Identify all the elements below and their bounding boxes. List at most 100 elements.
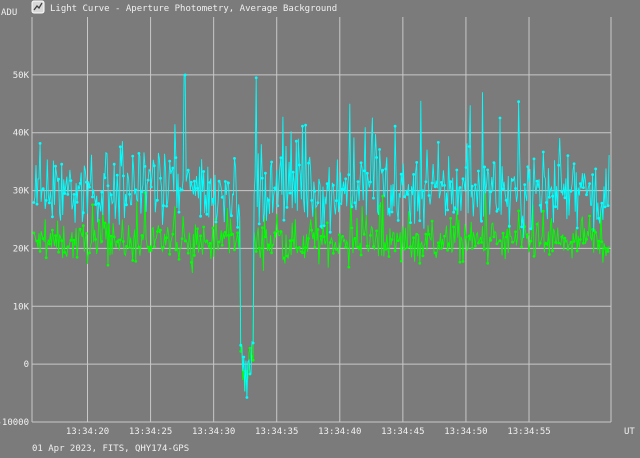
data-point: [85, 180, 88, 184]
data-point: [560, 235, 564, 239]
data-point: [498, 239, 502, 243]
data-point: [362, 233, 366, 236]
data-point: [211, 197, 215, 201]
data-point: [183, 239, 187, 243]
data-point: [301, 124, 304, 128]
window-title: Light Curve - Aperture Photometry, Avera…: [50, 4, 337, 14]
data-point: [538, 203, 542, 207]
data-point: [304, 246, 307, 250]
data-point: [146, 245, 150, 249]
data-point: [149, 249, 153, 252]
data-point: [276, 204, 280, 208]
data-point: [452, 225, 456, 229]
data-point: [375, 156, 378, 159]
data-point: [594, 167, 598, 171]
data-point: [421, 189, 425, 193]
data-point: [103, 176, 107, 180]
footer-info: 01 Apr 2023, FITS, QHY174-GPS: [32, 444, 189, 454]
data-point: [131, 259, 135, 262]
data-point: [199, 214, 203, 218]
data-point: [569, 240, 573, 244]
data-point: [591, 173, 594, 177]
data-point: [412, 173, 415, 176]
data-point: [112, 162, 116, 166]
data-point: [137, 152, 141, 155]
data-point: [294, 139, 298, 143]
data-point: [78, 227, 82, 231]
data-point: [399, 172, 403, 176]
data-point: [174, 156, 178, 160]
data-point: [532, 254, 536, 258]
data-point: [94, 203, 97, 206]
data-point: [140, 190, 144, 194]
data-point: [396, 239, 400, 243]
data-point: [115, 173, 119, 177]
data-point: [180, 188, 184, 192]
data-point: [480, 219, 483, 223]
data-point: [196, 227, 199, 231]
data-point: [554, 205, 557, 209]
data-point: [338, 202, 341, 206]
data-point: [152, 245, 156, 249]
data-point: [356, 180, 360, 184]
data-point: [78, 182, 82, 185]
data-point: [131, 154, 135, 158]
data-point: [38, 250, 42, 253]
data-point: [223, 180, 227, 183]
data-point: [406, 246, 409, 250]
data-point: [480, 241, 483, 244]
data-point: [575, 226, 579, 230]
data-point: [267, 198, 270, 202]
data-point: [51, 228, 54, 232]
series-comparison: [32, 73, 610, 399]
data-point: [217, 179, 221, 183]
data-point: [319, 234, 323, 238]
data-point: [57, 250, 60, 254]
data-point: [143, 165, 147, 168]
data-point: [344, 177, 348, 181]
y-tick-label: 10K: [13, 302, 30, 312]
data-point: [600, 240, 604, 244]
data-point: [279, 230, 283, 233]
data-point: [134, 188, 138, 192]
data-point: [387, 207, 391, 211]
y-tick-label: 40K: [13, 129, 30, 139]
data-point: [291, 170, 295, 174]
data-point: [137, 245, 141, 249]
data-point: [47, 201, 51, 205]
data-point: [529, 227, 533, 231]
data-point: [399, 259, 403, 263]
data-point: [328, 241, 332, 244]
data-point: [511, 240, 514, 244]
data-point: [372, 196, 375, 200]
data-point: [483, 247, 486, 251]
data-point: [449, 217, 452, 220]
data-point: [270, 251, 273, 255]
data-point: [322, 235, 326, 239]
data-point: [393, 124, 397, 128]
data-point: [186, 168, 190, 172]
data-point: [236, 231, 240, 235]
data-point: [72, 193, 76, 196]
data-point: [446, 248, 449, 252]
data-point: [424, 180, 428, 184]
data-point: [205, 239, 209, 243]
data-point: [298, 246, 301, 249]
x-tick-label: 13:34:50: [444, 427, 487, 437]
data-point: [282, 218, 286, 222]
data-point: [152, 164, 156, 168]
data-point: [575, 249, 579, 253]
data-point: [128, 192, 132, 196]
data-point: [572, 240, 576, 243]
data-point: [196, 187, 199, 190]
data-point: [44, 256, 48, 260]
data-point: [563, 236, 567, 240]
data-point: [424, 232, 428, 236]
data-point: [402, 247, 406, 251]
data-point: [251, 358, 255, 362]
data-point: [112, 235, 116, 239]
data-point: [588, 182, 591, 186]
data-point: [369, 234, 372, 237]
y-tick-label: 30K: [13, 187, 30, 197]
